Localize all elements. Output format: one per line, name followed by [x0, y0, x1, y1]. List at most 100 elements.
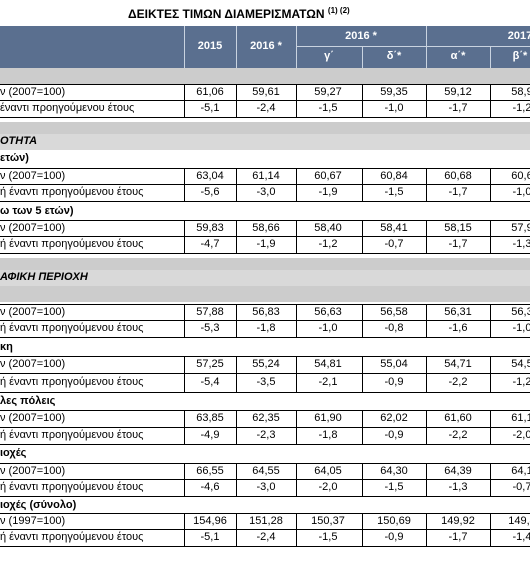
- row-label: ή έναντι προηγούμενου έτους: [0, 238, 144, 250]
- grid-line: [490, 410, 491, 445]
- header-q1: α΄*: [450, 50, 466, 62]
- table-cell: -5,1: [200, 531, 220, 543]
- grid-line: [0, 304, 530, 305]
- header-q3: γ΄: [324, 50, 334, 62]
- grid-line: [0, 184, 530, 185]
- gray-band: [0, 258, 530, 270]
- table-cell: 151,28: [249, 515, 283, 527]
- grid-line: [426, 410, 427, 445]
- table-cell: 61,60: [444, 412, 472, 424]
- grid-line: [236, 304, 237, 338]
- grid-line: [426, 168, 427, 202]
- grid-line: [0, 220, 530, 221]
- table-row: ν (2007=100) 63,85 62,35 61,90 62,02 61,…: [0, 411, 530, 427]
- grid-line: [0, 427, 530, 428]
- gray-band: [0, 286, 530, 302]
- table-cell: 58,9: [511, 86, 530, 98]
- grid-line: [236, 26, 237, 68]
- grid-line: [426, 26, 427, 68]
- table-row: ή έναντι προηγούμενου έτους -4,6 -3,0 -2…: [0, 480, 530, 496]
- table-cell: -1,0: [512, 186, 530, 198]
- table-cell: -3,0: [256, 481, 276, 493]
- table-cell: -2,3: [256, 429, 276, 441]
- table-cell: -1,9: [318, 186, 338, 198]
- grid-line: [236, 168, 237, 202]
- table-cell: -1,0: [384, 102, 404, 114]
- grid-line: [296, 513, 297, 547]
- table-cell: -1,9: [256, 238, 276, 250]
- table-cell: -0,8: [384, 322, 404, 334]
- row-label: ή έναντι προηγούμενου έτους: [0, 429, 144, 441]
- table-cell: 63,04: [196, 170, 224, 182]
- table-cell: -1,0: [318, 322, 338, 334]
- grid-line: [362, 304, 363, 338]
- table-cell: -3,5: [256, 376, 276, 388]
- table-cell: 59,61: [252, 86, 280, 98]
- table-row: ν (2007=100) 61,06 59,61 59,27 59,35 59,…: [0, 85, 530, 101]
- table-cell: 61,06: [196, 86, 224, 98]
- table-cell: -0,7: [512, 481, 530, 493]
- table-cell: 55,04: [380, 358, 408, 370]
- grid-line: [426, 304, 427, 338]
- table-cell: -1,0: [512, 322, 530, 334]
- header-q4: δ΄*: [386, 50, 402, 62]
- table-cell: -1,7: [448, 238, 468, 250]
- table-cell: -5,4: [200, 376, 220, 388]
- table-cell: -1,5: [384, 481, 404, 493]
- grid-line: [296, 356, 297, 393]
- grid-line: [296, 46, 530, 47]
- table-cell: -2,4: [256, 102, 276, 114]
- table-cell: 59,27: [314, 86, 342, 98]
- table-cell: 55,24: [252, 358, 280, 370]
- table-cell: -1,5: [318, 531, 338, 543]
- grid-line: [0, 410, 530, 411]
- grid-line: [236, 513, 237, 547]
- table-row: ή έναντι προηγούμενου έτους -5,6 -3,0 -1…: [0, 185, 530, 201]
- subgroup-label: ω των 5 ετών): [0, 205, 74, 217]
- grid-line: [296, 410, 297, 445]
- table-cell: 59,35: [380, 86, 408, 98]
- table-cell: 64,1: [511, 465, 530, 477]
- table-cell: -1,8: [318, 429, 338, 441]
- section-label: ΟΤΗΤΑ: [0, 135, 38, 147]
- grid-line: [426, 220, 427, 254]
- grid-line: [362, 84, 363, 118]
- grid-line: [296, 463, 297, 497]
- table-cell: -5,3: [200, 322, 220, 334]
- table-cell: 56,83: [252, 306, 280, 318]
- grid-line: [0, 513, 530, 514]
- subgroup-label: ιοχές (σύνολο): [0, 499, 77, 511]
- table-cell: -1,4: [512, 531, 530, 543]
- table-cell: -0,9: [384, 429, 404, 441]
- row-label: ή έναντι προηγούμενου έτους: [0, 376, 144, 388]
- table-row: ή έναντι προηγούμενου έτους -5,3 -1,8 -1…: [0, 321, 530, 337]
- title-text: ΔΕΙΚΤΕΣ ΤΙΜΩΝ ΔΙΑΜΕΡΙΣΜΑΤΩΝ (1) (2): [128, 6, 350, 21]
- grid-line: [490, 168, 491, 202]
- subgroup-label: ετών): [0, 152, 29, 164]
- table-cell: 149,4: [508, 515, 530, 527]
- table-row: ή έναντι προηγούμενου έτους -5,1 -2,4 -1…: [0, 530, 530, 546]
- subgroup-header: κη: [0, 340, 530, 355]
- table-cell: -2,2: [448, 376, 468, 388]
- grid-line: [426, 356, 427, 393]
- grid-line: [362, 410, 363, 445]
- grid-line: [0, 463, 530, 464]
- grid-line: [490, 84, 491, 118]
- header-2016: 2016 *: [250, 40, 282, 52]
- table-cell: 56,63: [314, 306, 342, 318]
- table-cell: 59,83: [196, 222, 224, 234]
- row-label: ν (2007=100): [0, 306, 66, 318]
- grid-line: [296, 168, 297, 202]
- table-cell: 64,05: [314, 465, 342, 477]
- table-cell: -5,1: [200, 102, 220, 114]
- gray-band: [0, 68, 530, 84]
- table-cell: -0,9: [384, 531, 404, 543]
- table-cell: 58,15: [444, 222, 472, 234]
- grid-line: [362, 463, 363, 497]
- row-label: ν (2007=100): [0, 412, 66, 424]
- section-header: ΟΤΗΤΑ: [0, 134, 530, 150]
- table-row: ή έναντι προηγούμενου έτους -4,7 -1,9 -1…: [0, 237, 530, 253]
- row-label: ν (2007=100): [0, 86, 66, 98]
- table-cell: -0,7: [384, 238, 404, 250]
- grid-line: [0, 253, 530, 254]
